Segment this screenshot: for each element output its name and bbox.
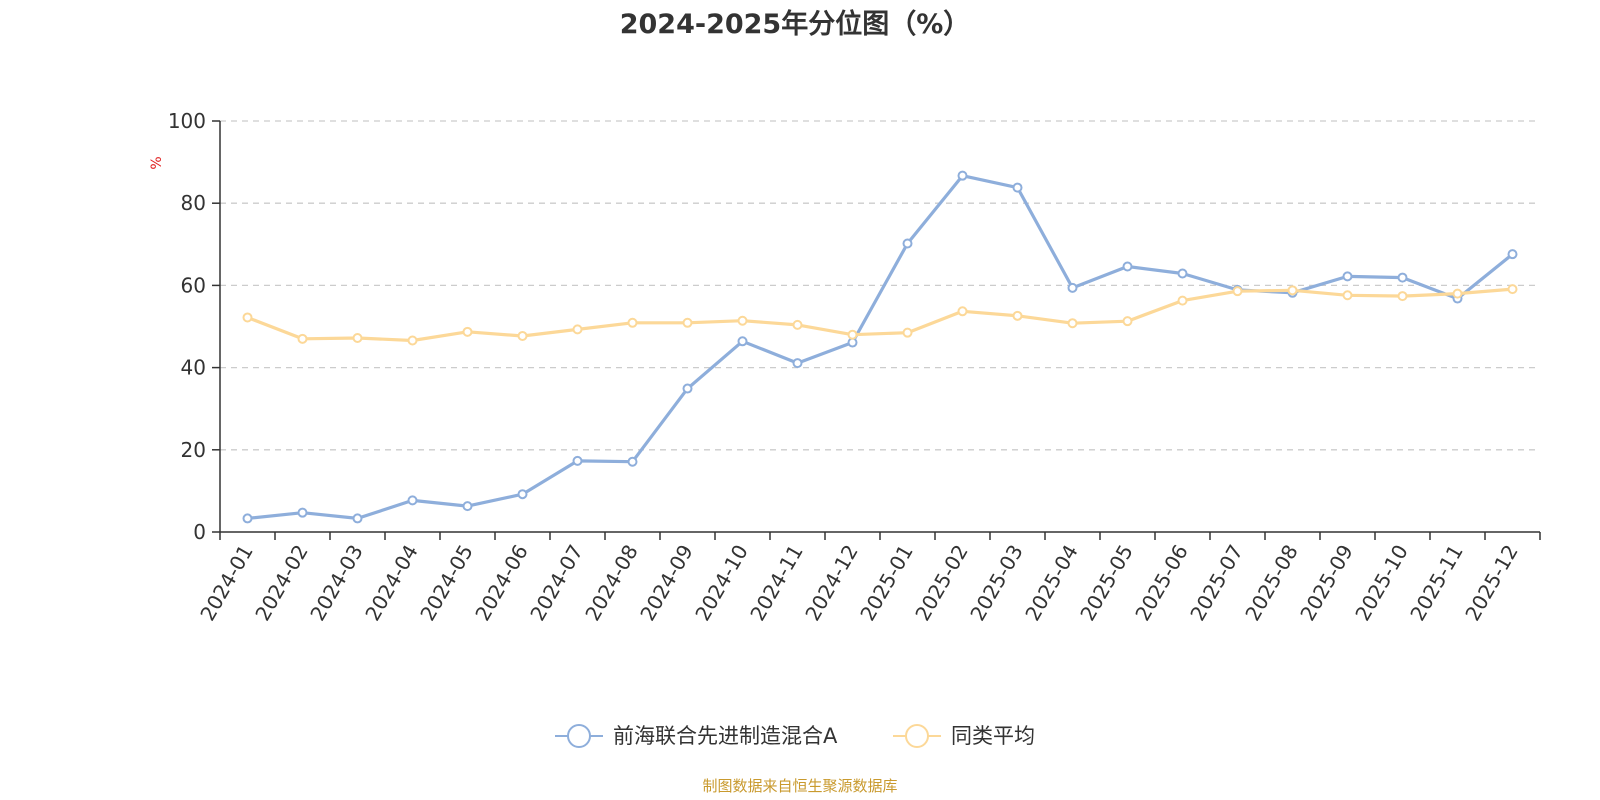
- data-point[interactable]: [902, 238, 913, 249]
- data-point[interactable]: [462, 501, 473, 512]
- x-tick-label: 2024-03: [305, 541, 368, 625]
- data-point[interactable]: [957, 306, 968, 317]
- x-tick-label: 2025-10: [1350, 541, 1413, 625]
- x-tick-label: 2025-08: [1240, 541, 1303, 625]
- x-tick-label: 2024-12: [800, 541, 863, 625]
- data-point[interactable]: [1232, 286, 1243, 297]
- data-point[interactable]: [572, 455, 583, 466]
- legend-circle-icon: [567, 724, 591, 748]
- data-point[interactable]: [297, 333, 308, 344]
- series-line: [245, 174, 1515, 521]
- x-tick-label: 2025-02: [910, 541, 973, 625]
- x-tick-label: 2024-04: [360, 541, 423, 625]
- legend-label: 同类平均: [951, 724, 1035, 748]
- data-point[interactable]: [1177, 268, 1188, 279]
- data-point[interactable]: [1177, 295, 1188, 306]
- x-tick-label: 2025-01: [855, 541, 918, 625]
- x-tick-label: 2025-07: [1185, 541, 1248, 625]
- x-tick-label: 2024-05: [415, 541, 478, 625]
- x-tick-label: 2025-11: [1405, 541, 1468, 625]
- x-tick-labels: 2024-012024-022024-032024-042024-052024-…: [195, 541, 1523, 625]
- data-point[interactable]: [682, 383, 693, 394]
- data-point[interactable]: [572, 324, 583, 335]
- y-tick-labels: 0 20 40 60 80 100: [168, 109, 206, 544]
- data-point[interactable]: [1287, 285, 1298, 296]
- data-point[interactable]: [517, 330, 528, 341]
- y-tick-label: 100: [168, 109, 206, 133]
- legend-circle-icon: [905, 724, 929, 748]
- legend-item-series-1[interactable]: 同类平均: [893, 724, 1035, 748]
- data-point[interactable]: [242, 312, 253, 323]
- x-tick-label: 2024-02: [250, 541, 313, 625]
- x-tick-label: 2024-09: [635, 541, 698, 625]
- legend-label: 前海联合先进制造混合A: [613, 724, 838, 748]
- x-tick-label: 2025-04: [1020, 541, 1083, 625]
- data-point[interactable]: [1012, 182, 1023, 193]
- data-point[interactable]: [462, 326, 473, 337]
- series-line: [245, 287, 1515, 343]
- data-point[interactable]: [1122, 316, 1133, 327]
- data-point[interactable]: [737, 315, 748, 326]
- data-point[interactable]: [1067, 318, 1078, 329]
- data-point[interactable]: [627, 456, 638, 467]
- data-point[interactable]: [517, 489, 528, 500]
- data-point[interactable]: [1342, 271, 1353, 282]
- data-point[interactable]: [407, 335, 418, 346]
- x-tick-label: 2025-06: [1130, 541, 1193, 625]
- data-source-note: 制图数据来自恒生聚源数据库: [702, 777, 897, 795]
- y-tick-label: 0: [193, 520, 206, 544]
- data-point[interactable]: [847, 337, 858, 348]
- data-point[interactable]: [1397, 272, 1408, 283]
- x-tick-label: 2024-06: [470, 541, 533, 625]
- y-tick-label: 40: [181, 356, 206, 380]
- y-tick-label: 60: [181, 273, 206, 297]
- data-point[interactable]: [737, 336, 748, 347]
- data-point[interactable]: [847, 329, 858, 340]
- x-tick-label: 2024-01: [195, 541, 258, 625]
- legend[interactable]: 前海联合先进制造混合A 同类平均: [555, 724, 1035, 748]
- series-0: [242, 170, 1518, 524]
- data-point[interactable]: [352, 333, 363, 344]
- axes: [212, 120, 1541, 540]
- data-point[interactable]: [1342, 290, 1353, 301]
- y-tick-label: 20: [181, 438, 206, 462]
- data-point[interactable]: [1067, 282, 1078, 293]
- x-tick-label: 2025-12: [1460, 541, 1523, 625]
- data-point[interactable]: [902, 327, 913, 338]
- data-point[interactable]: [407, 495, 418, 506]
- data-point[interactable]: [242, 513, 253, 524]
- x-tick-label: 2025-03: [965, 541, 1028, 625]
- data-point[interactable]: [792, 358, 803, 369]
- series-lines: [242, 170, 1518, 524]
- data-point[interactable]: [1507, 284, 1518, 295]
- data-point[interactable]: [1507, 249, 1518, 260]
- chart-title: 2024-2025年分位图（%）: [620, 8, 971, 40]
- x-tick-label: 2025-05: [1075, 541, 1138, 625]
- data-point[interactable]: [957, 170, 968, 181]
- grid-lines: [220, 120, 1540, 451]
- data-point[interactable]: [352, 513, 363, 524]
- data-point[interactable]: [1397, 291, 1408, 302]
- x-tick-label: 2024-11: [745, 541, 808, 625]
- data-point[interactable]: [1122, 261, 1133, 272]
- x-tick-label: 2025-09: [1295, 541, 1358, 625]
- data-point[interactable]: [1012, 310, 1023, 321]
- x-tick-label: 2024-07: [525, 541, 588, 625]
- data-point[interactable]: [297, 507, 308, 518]
- y-axis-unit-label: %: [149, 156, 165, 169]
- legend-item-series-0[interactable]: 前海联合先进制造混合A: [555, 724, 838, 748]
- series-1: [242, 284, 1518, 346]
- data-point[interactable]: [682, 317, 693, 328]
- x-tick-label: 2024-10: [690, 541, 753, 625]
- data-point[interactable]: [792, 319, 803, 330]
- data-point[interactable]: [627, 317, 638, 328]
- y-tick-label: 80: [181, 191, 206, 215]
- data-point[interactable]: [1452, 288, 1463, 299]
- x-tick-label: 2024-08: [580, 541, 643, 625]
